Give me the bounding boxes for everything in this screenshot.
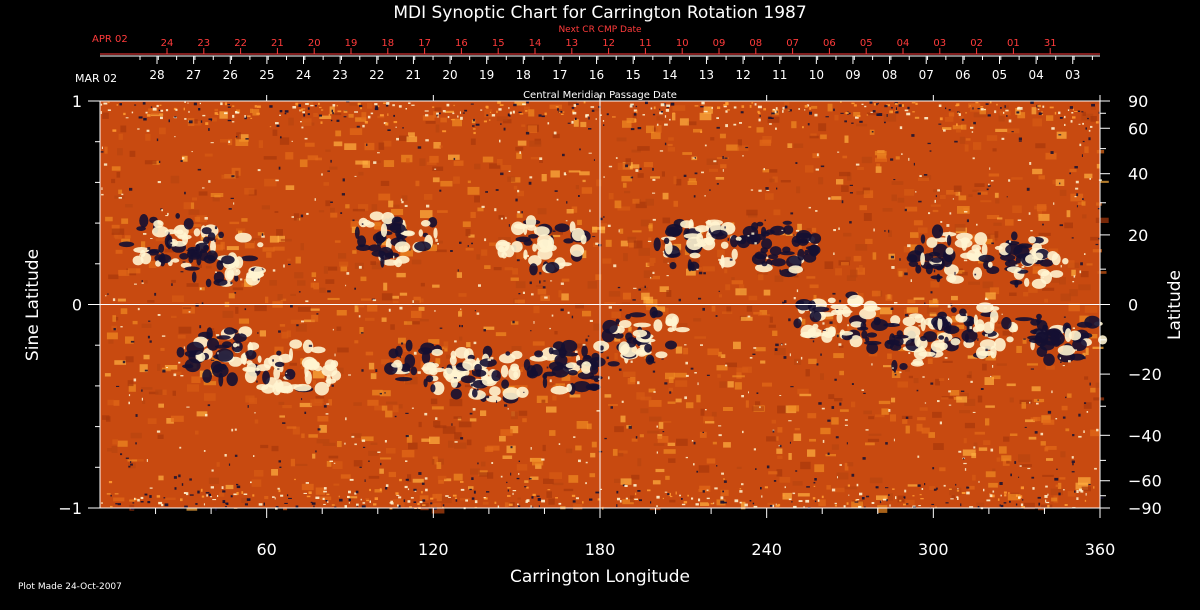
lat-tick-label--90: −90 (1128, 499, 1162, 518)
cmp-date-label: 28 (149, 68, 164, 82)
lat-tick-label-40: 40 (1128, 165, 1148, 184)
next-cr-date-label: 10 (676, 38, 689, 49)
next-cr-date-label: 02 (970, 38, 983, 49)
left-tick-label-0: 0 (72, 296, 82, 315)
x-tick-label-180: 180 (585, 540, 616, 559)
lat-tick-label-20: 20 (1128, 226, 1148, 245)
cmp-date-label: 20 (442, 68, 457, 82)
next-cr-axis: 24 23 22 21 20 19 18 17 16 15 14 13 12 11 10 09 08 07 06 05… (100, 38, 1100, 54)
left-y-axis: 1 0 −1 (58, 92, 100, 518)
cmp-start-label: MAR 02 (75, 72, 117, 85)
cmp-date-label: 10 (809, 68, 824, 82)
next-cr-date-label: 13 (565, 38, 578, 49)
next-cr-date-label: 06 (823, 38, 836, 49)
next-cr-date-label: 31 (1044, 38, 1057, 49)
next-cr-date-label: 12 (602, 38, 615, 49)
cmp-date-label: 13 (699, 68, 714, 82)
next-cr-date-label: 24 (161, 38, 174, 49)
next-cr-date-label: 20 (308, 38, 321, 49)
x-tick-label-60: 60 (256, 540, 276, 559)
cmp-date-label: 27 (186, 68, 201, 82)
cmp-date-label: 14 (662, 68, 677, 82)
cmp-date-label: 07 (919, 68, 934, 82)
cmp-date-label: 22 (369, 68, 384, 82)
left-y-axis-label: Sine Latitude (23, 249, 43, 361)
next-cr-date-label: 04 (897, 38, 910, 49)
next-cr-date-label: 17 (418, 38, 431, 49)
next-cr-date-label: 01 (1007, 38, 1020, 49)
next-cr-date-label: 05 (860, 38, 873, 49)
cmp-date-label: 23 (333, 68, 348, 82)
left-tick-label--1: −1 (58, 499, 82, 518)
cmp-date-label: 16 (589, 68, 604, 82)
left-tick-label-1: 1 (72, 92, 82, 111)
cmp-date-label: 12 (735, 68, 750, 82)
lat-tick-label--60: −60 (1128, 472, 1162, 491)
lat-tick-label-0: 0 (1128, 296, 1138, 315)
cmp-date-label: 06 (955, 68, 970, 82)
chart-title: MDI Synoptic Chart for Carrington Rotati… (393, 3, 806, 23)
cmp-date-label: 26 (223, 68, 238, 82)
cmp-date-label: 05 (992, 68, 1007, 82)
next-cr-date-label: 11 (639, 38, 652, 49)
plot-made-note: Plot Made 24-Oct-2007 (18, 582, 122, 592)
magnetogram-field (100, 101, 1109, 514)
cmp-date-label: 24 (296, 68, 311, 82)
x-axis-label: Carrington Longitude (510, 567, 690, 587)
cmp-date-label: 17 (552, 68, 567, 82)
cmp-axis: 28 27 26 25 24 23 22 21 20 19 18 17 16 15 14 13 12 11 10 09… (100, 56, 1100, 82)
next-cr-date-label: 22 (234, 38, 247, 49)
next-cr-start-label: APR 02 (92, 34, 128, 45)
next-cr-date-label: 21 (271, 38, 284, 49)
cmp-date-label: 18 (516, 68, 531, 82)
next-cr-date-label: 07 (786, 38, 799, 49)
next-cr-date-label: 23 (197, 38, 210, 49)
right-y-axis-label: Latitude (1165, 270, 1185, 340)
next-cr-date-label: 03 (933, 38, 946, 49)
cmp-date-label: 04 (1028, 68, 1043, 82)
x-tick-label-360: 360 (1085, 540, 1116, 559)
x-tick-label-120: 120 (418, 540, 449, 559)
cmp-date-label: 08 (882, 68, 897, 82)
cmp-date-label: 11 (772, 68, 787, 82)
x-tick-label-300: 300 (918, 540, 949, 559)
lat-tick-label--20: −20 (1128, 365, 1162, 384)
next-cr-date-label: 09 (713, 38, 726, 49)
next-cr-axis-title: Next CR CMP Date (558, 25, 642, 35)
cmp-date-label: 19 (479, 68, 494, 82)
next-cr-date-label: 19 (345, 38, 358, 49)
cmp-date-label: 15 (626, 68, 641, 82)
x-tick-label-240: 240 (751, 540, 782, 559)
cmp-date-label: 21 (406, 68, 421, 82)
next-cr-date-label: 15 (492, 38, 505, 49)
cmp-date-label: 25 (259, 68, 274, 82)
next-cr-date-label: 16 (455, 38, 468, 49)
lat-tick-label-60: 60 (1128, 119, 1148, 138)
cmp-date-label: 09 (845, 68, 860, 82)
lat-tick-label-90: 90 (1128, 92, 1148, 111)
next-cr-date-label: 18 (381, 38, 394, 49)
cmp-date-label: 03 (1065, 68, 1080, 82)
right-y-axis: 90 60 40 20 0 −20 −40 −60 −90 (1100, 92, 1162, 518)
next-cr-date-label: 14 (529, 38, 542, 49)
next-cr-date-label: 08 (749, 38, 762, 49)
lat-tick-label--40: −40 (1128, 426, 1162, 445)
